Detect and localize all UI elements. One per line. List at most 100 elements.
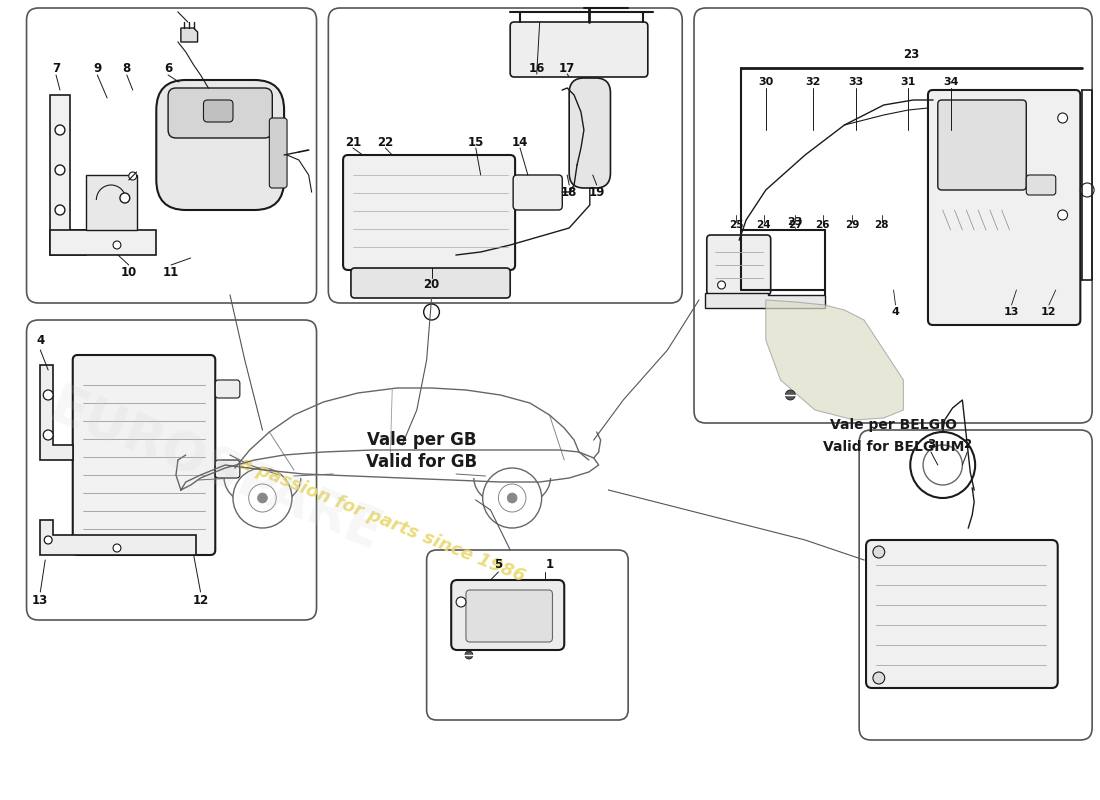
Text: 33: 33 (848, 77, 864, 87)
FancyBboxPatch shape (938, 100, 1026, 190)
FancyBboxPatch shape (270, 118, 287, 188)
Circle shape (424, 304, 439, 320)
Text: 1: 1 (546, 558, 553, 571)
Circle shape (113, 544, 121, 552)
FancyBboxPatch shape (216, 460, 240, 478)
Text: EUROSPARE: EUROSPARE (42, 380, 389, 560)
FancyBboxPatch shape (343, 155, 515, 270)
Circle shape (55, 165, 65, 175)
FancyBboxPatch shape (216, 380, 240, 398)
FancyBboxPatch shape (156, 80, 284, 210)
Polygon shape (705, 293, 825, 308)
Circle shape (129, 172, 136, 180)
FancyBboxPatch shape (328, 8, 682, 303)
Text: a passion for parts since 1986: a passion for parts since 1986 (236, 454, 528, 586)
Circle shape (257, 493, 267, 503)
Circle shape (785, 390, 795, 400)
Circle shape (120, 193, 130, 203)
Text: 27: 27 (788, 220, 803, 230)
Text: 28: 28 (874, 220, 889, 230)
Text: 34: 34 (943, 77, 958, 87)
Circle shape (507, 493, 517, 503)
FancyBboxPatch shape (73, 355, 216, 555)
FancyBboxPatch shape (694, 8, 1092, 423)
Circle shape (465, 651, 473, 659)
Text: 14: 14 (512, 135, 528, 149)
Text: 12: 12 (1041, 307, 1057, 317)
Text: 13: 13 (1004, 307, 1020, 317)
Circle shape (483, 468, 541, 528)
Circle shape (1080, 183, 1094, 197)
Circle shape (113, 241, 121, 249)
Polygon shape (41, 520, 196, 555)
FancyBboxPatch shape (466, 590, 552, 642)
FancyBboxPatch shape (513, 175, 562, 210)
Circle shape (43, 390, 53, 400)
Circle shape (923, 445, 962, 485)
FancyBboxPatch shape (26, 320, 317, 620)
Text: 21: 21 (344, 135, 361, 149)
FancyBboxPatch shape (859, 430, 1092, 740)
Text: 22: 22 (377, 135, 394, 149)
FancyBboxPatch shape (204, 100, 233, 122)
Circle shape (456, 597, 466, 607)
Circle shape (233, 468, 292, 528)
Text: 23: 23 (903, 49, 920, 62)
Text: 25: 25 (729, 220, 744, 230)
Polygon shape (41, 365, 73, 460)
Text: 15: 15 (468, 135, 484, 149)
Circle shape (55, 125, 65, 135)
Text: Vale per BELGIO: Vale per BELGIO (830, 418, 957, 432)
FancyBboxPatch shape (451, 580, 564, 650)
Circle shape (447, 252, 456, 262)
Text: Valid for GB: Valid for GB (366, 453, 477, 471)
Text: 23: 23 (788, 217, 803, 227)
Circle shape (498, 484, 526, 512)
Text: 12: 12 (192, 594, 209, 606)
Text: Valid for BELGIUM: Valid for BELGIUM (823, 440, 965, 454)
Text: Vale per GB: Vale per GB (367, 431, 476, 449)
Circle shape (717, 281, 726, 289)
Text: 7: 7 (52, 62, 60, 74)
FancyBboxPatch shape (427, 550, 628, 720)
Polygon shape (86, 175, 136, 230)
Text: 2: 2 (964, 438, 971, 451)
Text: 30: 30 (758, 77, 773, 87)
Circle shape (55, 205, 65, 215)
Text: 32: 32 (805, 77, 821, 87)
Text: 9: 9 (94, 62, 101, 74)
Text: 31: 31 (901, 77, 916, 87)
Circle shape (44, 536, 52, 544)
FancyBboxPatch shape (510, 22, 648, 77)
Text: 3: 3 (927, 438, 935, 451)
Text: 29: 29 (845, 220, 859, 230)
Circle shape (43, 430, 53, 440)
Text: 5: 5 (494, 558, 503, 571)
FancyBboxPatch shape (1026, 175, 1056, 195)
FancyBboxPatch shape (928, 90, 1080, 325)
FancyBboxPatch shape (569, 78, 611, 188)
Text: 17: 17 (559, 62, 575, 74)
Circle shape (873, 546, 884, 558)
Text: 16: 16 (528, 62, 544, 74)
Circle shape (249, 484, 276, 512)
Polygon shape (180, 28, 198, 42)
Text: 6: 6 (164, 62, 173, 74)
Text: 18: 18 (561, 186, 578, 198)
Circle shape (911, 432, 976, 498)
Circle shape (1058, 113, 1068, 123)
FancyBboxPatch shape (351, 268, 510, 298)
Text: 8: 8 (123, 62, 131, 74)
Circle shape (873, 672, 884, 684)
Polygon shape (766, 300, 903, 420)
Text: 4: 4 (892, 307, 900, 317)
Text: 24: 24 (757, 220, 771, 230)
FancyBboxPatch shape (707, 235, 771, 295)
Text: 26: 26 (815, 220, 830, 230)
FancyBboxPatch shape (866, 540, 1058, 688)
FancyBboxPatch shape (26, 8, 317, 303)
Text: 11: 11 (163, 266, 179, 278)
Polygon shape (51, 230, 156, 255)
Polygon shape (51, 95, 86, 255)
Circle shape (1058, 210, 1068, 220)
